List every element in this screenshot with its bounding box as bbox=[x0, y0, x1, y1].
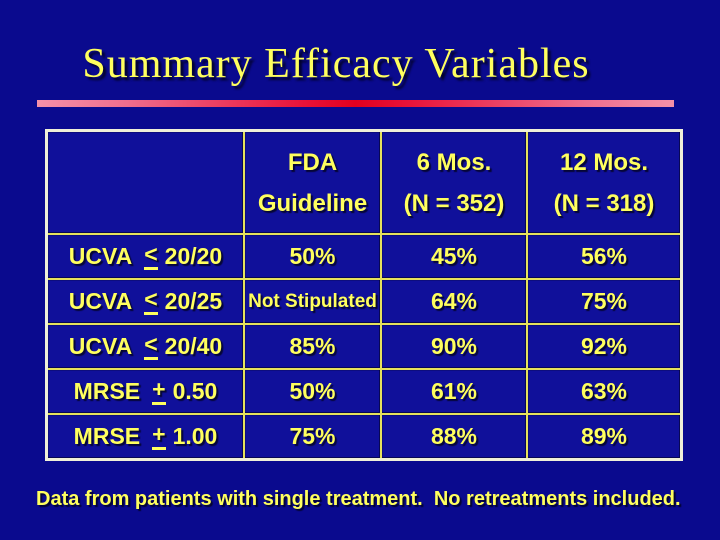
column-header-12-months: 12 Mos. (N = 318) bbox=[528, 132, 680, 233]
header-line1: 6 Mos. bbox=[416, 148, 492, 176]
label-value: 20/20 bbox=[164, 243, 223, 269]
column-header-6-months: 6 Mos. (N = 352) bbox=[382, 132, 526, 233]
row-label-ucva-20-40: UCVA < 20/40 bbox=[48, 325, 243, 368]
header-line2: Guideline bbox=[257, 189, 368, 217]
label-value: 20/40 bbox=[164, 333, 223, 359]
data-cell-fda: 50% bbox=[245, 370, 380, 413]
data-cell-12mos: 89% bbox=[528, 415, 680, 458]
title-divider-bar bbox=[37, 100, 674, 107]
plus-minus-operator: + bbox=[152, 378, 166, 405]
header-line1: 12 Mos. bbox=[559, 148, 649, 176]
data-cell-12mos: 75% bbox=[528, 280, 680, 323]
less-than-or-equal-operator: < bbox=[144, 288, 158, 315]
label-value: 20/25 bbox=[164, 288, 223, 314]
data-cell-fda: 75% bbox=[245, 415, 380, 458]
label-value: 1.00 bbox=[172, 423, 218, 449]
less-than-or-equal-operator: < bbox=[144, 333, 158, 360]
row-label-mrse-0-50: MRSE + 0.50 bbox=[48, 370, 243, 413]
header-line2: (N = 318) bbox=[553, 189, 655, 217]
data-cell-fda: Not Stipulated bbox=[245, 280, 380, 323]
label-name: MRSE bbox=[73, 423, 141, 449]
header-line1: FDA bbox=[287, 148, 338, 176]
data-cell-6mos: 45% bbox=[382, 235, 526, 278]
table-corner-cell bbox=[48, 132, 243, 233]
label-name: MRSE bbox=[73, 378, 141, 404]
data-cell-12mos: 63% bbox=[528, 370, 680, 413]
row-label-ucva-20-25: UCVA < 20/25 bbox=[48, 280, 243, 323]
label-value: 0.50 bbox=[172, 378, 218, 404]
data-cell-6mos: 64% bbox=[382, 280, 526, 323]
label-name: UCVA bbox=[68, 243, 133, 269]
data-cell-12mos: 92% bbox=[528, 325, 680, 368]
row-label-ucva-20-20: UCVA < 20/20 bbox=[48, 235, 243, 278]
row-label-mrse-1-00: MRSE + 1.00 bbox=[48, 415, 243, 458]
plus-minus-operator: + bbox=[152, 423, 166, 450]
slide-title: Summary Efficacy Variables bbox=[82, 41, 590, 87]
efficacy-table: FDA Guideline 6 Mos. (N = 352) 12 Mos. (… bbox=[45, 129, 683, 461]
less-than-or-equal-operator: < bbox=[144, 243, 158, 270]
column-header-fda-guideline: FDA Guideline bbox=[245, 132, 380, 233]
data-cell-6mos: 90% bbox=[382, 325, 526, 368]
footnote: Data from patients with single treatment… bbox=[36, 488, 681, 510]
header-line2: (N = 352) bbox=[403, 189, 505, 217]
data-cell-6mos: 88% bbox=[382, 415, 526, 458]
label-name: UCVA bbox=[68, 333, 133, 359]
label-name: UCVA bbox=[68, 288, 133, 314]
data-cell-12mos: 56% bbox=[528, 235, 680, 278]
data-cell-fda: 50% bbox=[245, 235, 380, 278]
data-cell-fda: 85% bbox=[245, 325, 380, 368]
data-cell-6mos: 61% bbox=[382, 370, 526, 413]
